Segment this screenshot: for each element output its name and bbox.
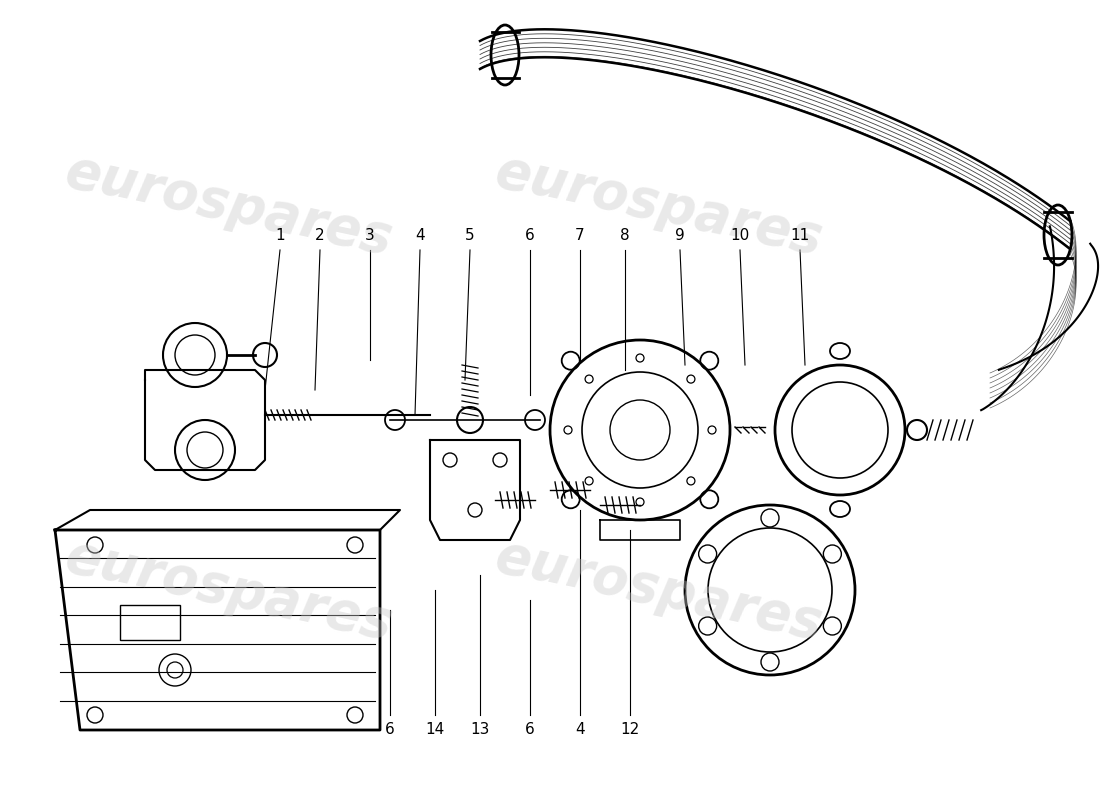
Text: eurospares: eurospares — [60, 145, 397, 265]
Text: eurospares: eurospares — [490, 145, 827, 265]
Text: 14: 14 — [426, 722, 444, 738]
Text: 10: 10 — [730, 227, 749, 242]
Text: eurospares: eurospares — [490, 530, 827, 650]
Text: 1: 1 — [275, 227, 285, 242]
Text: 4: 4 — [575, 722, 585, 738]
Text: 8: 8 — [620, 227, 630, 242]
Text: eurospares: eurospares — [60, 530, 397, 650]
Text: 12: 12 — [620, 722, 639, 738]
Text: 3: 3 — [365, 227, 375, 242]
Text: 6: 6 — [525, 227, 535, 242]
Text: 4: 4 — [415, 227, 425, 242]
Text: 11: 11 — [791, 227, 810, 242]
Text: 2: 2 — [316, 227, 324, 242]
Text: 6: 6 — [385, 722, 395, 738]
Text: 5: 5 — [465, 227, 475, 242]
Text: 13: 13 — [471, 722, 490, 738]
Text: 9: 9 — [675, 227, 685, 242]
Text: 7: 7 — [575, 227, 585, 242]
Text: 6: 6 — [525, 722, 535, 738]
Bar — [120, 605, 180, 640]
